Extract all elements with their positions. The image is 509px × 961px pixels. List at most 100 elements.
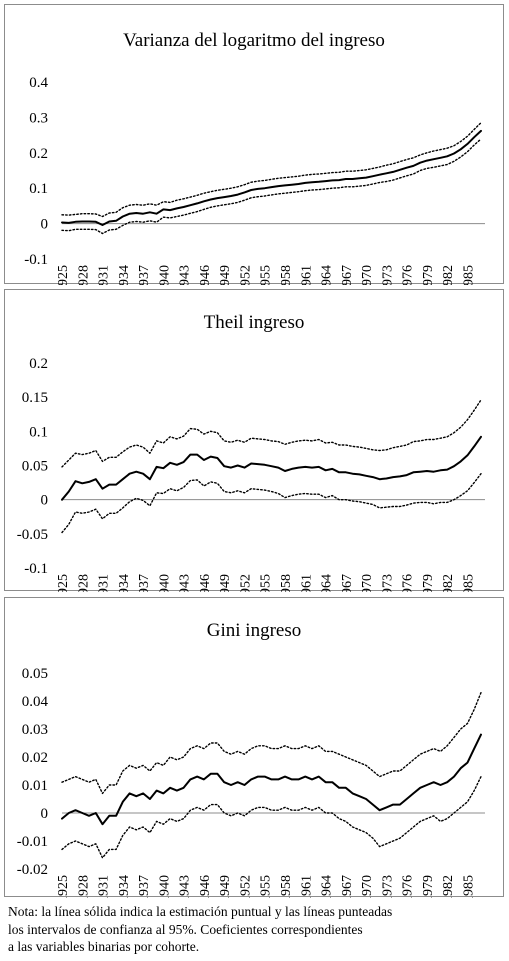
x-tick-label: 1979 xyxy=(421,574,436,592)
y-tick-label: -0.05 xyxy=(17,527,48,543)
x-tick-label: 1976 xyxy=(401,265,416,285)
x-tick-label: 1964 xyxy=(320,875,335,898)
y-tick-label: 0.02 xyxy=(22,750,48,766)
confidence-band-line xyxy=(61,138,482,235)
x-tick-label: 1943 xyxy=(178,265,193,285)
chart-panel-theil: Theil ingreso 0.2 0.15 0.1 0.05 0 -0.05 -0.1 19… xyxy=(4,289,504,592)
y-tick-label: 0 xyxy=(41,217,49,233)
x-tick-label: 1961 xyxy=(299,574,314,592)
x-tick-label: 1973 xyxy=(380,574,395,592)
x-tick-label: 1937 xyxy=(137,875,152,898)
x-tick-label: 1931 xyxy=(97,875,112,898)
x-tick-label: 1961 xyxy=(299,265,314,285)
confidence-band-line xyxy=(61,399,482,468)
x-tick-label: 1970 xyxy=(360,265,375,285)
x-tick-label: 1952 xyxy=(238,574,253,592)
x-tick-label: 1958 xyxy=(279,265,294,285)
y-tick-label: 0 xyxy=(41,806,49,822)
y-tick-label: 0.05 xyxy=(22,666,48,682)
x-tick-label: 1925 xyxy=(56,875,71,898)
y-tick-label: 0 xyxy=(41,493,49,509)
x-tick-label: 1949 xyxy=(218,265,233,285)
x-tick-label: 1934 xyxy=(117,574,132,592)
chart-panel-varianza: Varianza del logaritmo del ingreso 0.4 0.… xyxy=(4,4,504,285)
confidence-band-line xyxy=(61,775,482,859)
x-tick-label: 1952 xyxy=(238,875,253,898)
x-tick-label: 1973 xyxy=(380,265,395,285)
x-tick-label: 1940 xyxy=(157,875,172,898)
x-tick-label: 1952 xyxy=(238,265,253,285)
x-tick-label: 1928 xyxy=(76,574,91,592)
x-tick-label: 1982 xyxy=(441,875,456,898)
x-tick-label: 1946 xyxy=(198,875,213,898)
x-tick-label: 1955 xyxy=(259,265,274,285)
point-estimate-line xyxy=(61,733,482,826)
x-tick-label: 1964 xyxy=(320,265,335,285)
y-tick-label: -0.1 xyxy=(24,561,48,577)
chart-title: Varianza del logaritmo del ingreso xyxy=(123,30,385,51)
y-tick-label: 0.4 xyxy=(29,75,48,91)
x-tick-label: 1946 xyxy=(198,265,213,285)
x-tick-label: 1982 xyxy=(441,265,456,285)
y-tick-label: -0.02 xyxy=(17,862,48,878)
x-tick-label: 1979 xyxy=(421,875,436,898)
chart-note: Nota: la línea sólida indica la estimaci… xyxy=(8,903,498,956)
x-tick-label: 1949 xyxy=(218,875,233,898)
x-tick-label: 1976 xyxy=(401,875,416,898)
chart-panel-gini: Gini ingreso 0.05 0.04 0.03 0.02 0.01 0 -0.01 -… xyxy=(4,597,504,898)
line-chart-gini: 0.05 0.04 0.03 0.02 0.01 0 -0.01 -0.02 1925 1928 1… xyxy=(17,666,485,898)
x-tick-label: 1955 xyxy=(259,875,274,898)
point-estimate-line xyxy=(61,435,482,501)
x-tick-label: 1940 xyxy=(157,574,172,592)
x-tick-label: 1958 xyxy=(279,574,294,592)
x-tick-label: 1937 xyxy=(137,265,152,285)
y-tick-label: 0.2 xyxy=(29,356,48,372)
y-tick-label: -0.01 xyxy=(17,834,48,850)
confidence-band-line xyxy=(61,121,482,218)
note-line-2: los intervalos de confianza al 95%. Coef… xyxy=(8,921,363,937)
y-tick-label: 0.01 xyxy=(22,778,48,794)
y-tick-label: 0.1 xyxy=(29,424,48,440)
y-tick-label: 0.1 xyxy=(29,181,48,197)
x-tick-label: 1934 xyxy=(117,265,132,285)
x-tick-label: 1979 xyxy=(421,265,436,285)
x-tick-label: 1985 xyxy=(461,875,476,898)
x-tick-label: 1928 xyxy=(76,875,91,898)
y-tick-label: 0.05 xyxy=(22,459,48,475)
y-tick-label: 0.3 xyxy=(29,110,48,126)
x-tick-label: 1943 xyxy=(178,875,193,898)
x-tick-label: 1937 xyxy=(137,574,152,592)
x-tick-label: 1955 xyxy=(259,574,274,592)
y-tick-label: 0.04 xyxy=(22,694,49,710)
x-tick-label: 1946 xyxy=(198,574,213,592)
y-tick-label: 0.15 xyxy=(22,390,48,406)
x-tick-label: 1982 xyxy=(441,574,456,592)
y-tick-label: -0.1 xyxy=(24,252,48,268)
note-line-3: a las variables binarias por cohorte. xyxy=(8,939,200,954)
x-tick-label: 1934 xyxy=(117,875,132,898)
x-tick-label: 1970 xyxy=(360,574,375,592)
x-tick-label: 1928 xyxy=(76,265,91,285)
x-tick-label: 1970 xyxy=(360,875,375,898)
x-tick-label: 1967 xyxy=(340,875,355,898)
note-line-1: Nota: la línea sólida indica la estimaci… xyxy=(8,904,393,919)
x-tick-label: 1985 xyxy=(461,574,476,592)
line-chart-varianza: 0.4 0.3 0.2 0.1 0 -0.1 1925 1928 1931 1934 1937 194… xyxy=(24,75,485,285)
x-tick-label: 1985 xyxy=(461,265,476,285)
x-tick-label: 1940 xyxy=(157,265,172,285)
x-tick-label: 1961 xyxy=(299,875,314,898)
x-tick-label: 1976 xyxy=(401,574,416,592)
x-tick-label: 1943 xyxy=(178,574,193,592)
y-tick-label: 0.03 xyxy=(22,722,48,738)
x-tick-label: 1925 xyxy=(56,265,71,285)
x-tick-label: 1931 xyxy=(97,265,112,285)
confidence-band-line xyxy=(61,691,482,795)
x-tick-label: 1958 xyxy=(279,875,294,898)
y-tick-label: 0.2 xyxy=(29,146,48,162)
chart-title: Theil ingreso xyxy=(203,312,305,333)
x-tick-label: 1925 xyxy=(56,574,71,592)
x-tick-label: 1973 xyxy=(380,875,395,898)
line-chart-theil: 0.2 0.15 0.1 0.05 0 -0.05 -0.1 1925 1928 1931 1934… xyxy=(17,356,485,592)
x-tick-label: 1967 xyxy=(340,265,355,285)
chart-title: Gini ingreso xyxy=(206,620,302,641)
